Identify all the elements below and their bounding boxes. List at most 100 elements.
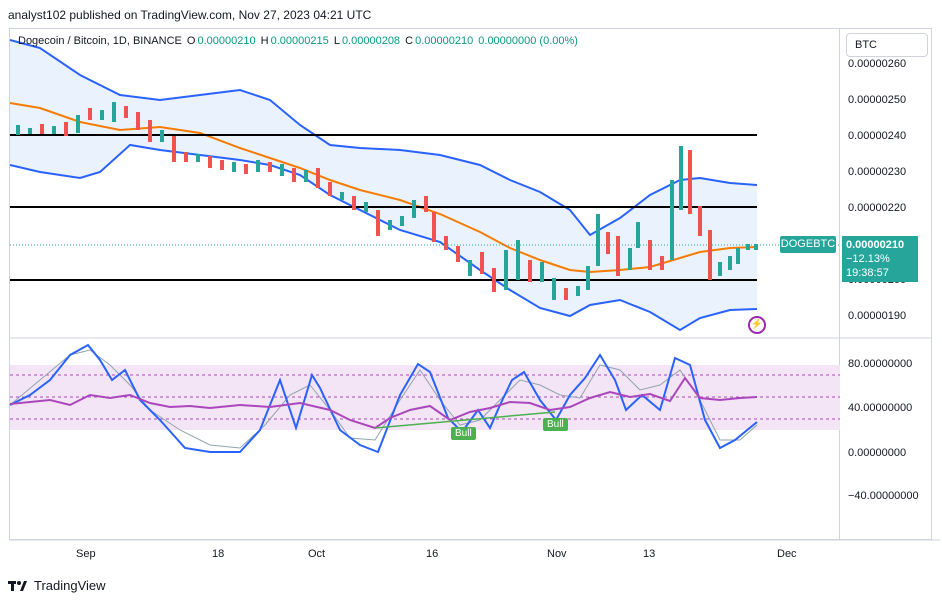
candle (480, 252, 484, 274)
osc-tick: 0.00000000 (848, 447, 907, 459)
candle (444, 236, 448, 250)
chart-legend: Dogecoin / Bitcoin, 1D, BINANCE O 0.00000… (18, 35, 580, 47)
publish-info: analyst102 published on TradingView.com,… (8, 8, 372, 22)
symbol-name[interactable]: Dogecoin / Bitcoin, 1D, BINANCE (18, 35, 182, 47)
price-tag-price: 0.00000210 (846, 239, 905, 251)
candle (208, 156, 212, 168)
low-label: L (333, 35, 340, 47)
candle (184, 152, 188, 162)
time-tick: Oct (308, 548, 326, 560)
candle (340, 192, 344, 200)
candle (606, 232, 610, 254)
candle (670, 180, 674, 260)
candle (586, 266, 590, 290)
candle (746, 244, 750, 250)
candle (220, 160, 224, 170)
candle (52, 126, 56, 134)
price-tick: 0.00000240 (848, 130, 907, 142)
osc-tick: 80.00000000 (848, 358, 913, 370)
osc-tick: 40.00000000 (848, 402, 913, 414)
price-tick: 0.00000250 (848, 94, 907, 106)
low-value: 0.00000208 (341, 35, 401, 47)
candle (718, 262, 722, 276)
candle (528, 260, 532, 282)
candle (468, 260, 472, 276)
candle (268, 162, 272, 172)
candle (148, 120, 152, 142)
candle (244, 164, 248, 174)
candle (88, 108, 92, 120)
candle (40, 124, 44, 134)
candle (736, 248, 740, 264)
candle (28, 128, 32, 134)
candle (628, 248, 632, 270)
candle (172, 136, 176, 162)
candle (256, 160, 260, 172)
open-label: O (186, 35, 196, 47)
candle (280, 164, 284, 176)
price-tick: 0.00000190 (848, 310, 907, 322)
candle (540, 262, 544, 282)
tradingview-logo-icon (8, 580, 27, 591)
candle (552, 278, 556, 300)
candle (679, 146, 683, 210)
price-tag-change: −12.13% (846, 253, 890, 265)
candle (388, 220, 392, 230)
close-label: C (405, 35, 414, 47)
candle (316, 168, 320, 188)
currency-button[interactable]: BTC (846, 33, 928, 57)
candle (112, 102, 116, 122)
candle (136, 112, 140, 130)
candle (754, 244, 758, 250)
candle (400, 216, 404, 226)
candle (616, 236, 620, 276)
stoch-k-line (9, 343, 758, 454)
time-tick: 13 (643, 548, 656, 560)
publish-bar: analyst102 published on TradingView.com,… (0, 0, 942, 28)
candle (232, 162, 236, 172)
candle (304, 170, 308, 182)
candle (708, 230, 712, 280)
time-tick: 16 (426, 548, 439, 560)
bollinger-fill (10, 40, 757, 330)
candle (698, 206, 702, 236)
footer-brand-text: TradingView (34, 578, 106, 593)
candle (492, 268, 496, 292)
bull-label: Bull (451, 427, 476, 440)
price-tag: 0.00000210 −12.13% 19:38:57 (842, 236, 918, 282)
candle (636, 222, 640, 248)
price-tick: 0.00000230 (848, 166, 907, 178)
candle (504, 250, 508, 290)
bollinger-upper (9, 39, 758, 237)
candle (576, 286, 580, 296)
candle (456, 246, 460, 262)
candle (648, 240, 652, 270)
candle (352, 196, 356, 210)
candle (292, 168, 296, 182)
candle (124, 106, 128, 118)
replay-icon[interactable]: ⚡ (748, 316, 766, 334)
candle (688, 150, 692, 214)
bull-divergence-line (374, 411, 556, 429)
candle (196, 154, 200, 162)
high-value: 0.00000215 (270, 35, 329, 47)
candle (160, 130, 164, 142)
footer-brand[interactable]: TradingView (8, 578, 106, 593)
candle (76, 115, 80, 133)
bollinger-lower (9, 143, 758, 332)
candle (376, 210, 380, 236)
open-value: 0.00000210 (197, 35, 256, 47)
bull-label: Bull (543, 418, 568, 431)
candle (364, 202, 368, 212)
candle (328, 182, 332, 196)
candle (424, 196, 428, 212)
candle (412, 200, 416, 218)
candle (728, 256, 732, 270)
price-tick: 0.00000260 (848, 58, 907, 70)
candles (16, 102, 758, 300)
change-value: 0.00000000 (0.00%) (478, 35, 578, 47)
candle (16, 125, 20, 135)
candle (660, 256, 664, 270)
candle (596, 214, 600, 266)
